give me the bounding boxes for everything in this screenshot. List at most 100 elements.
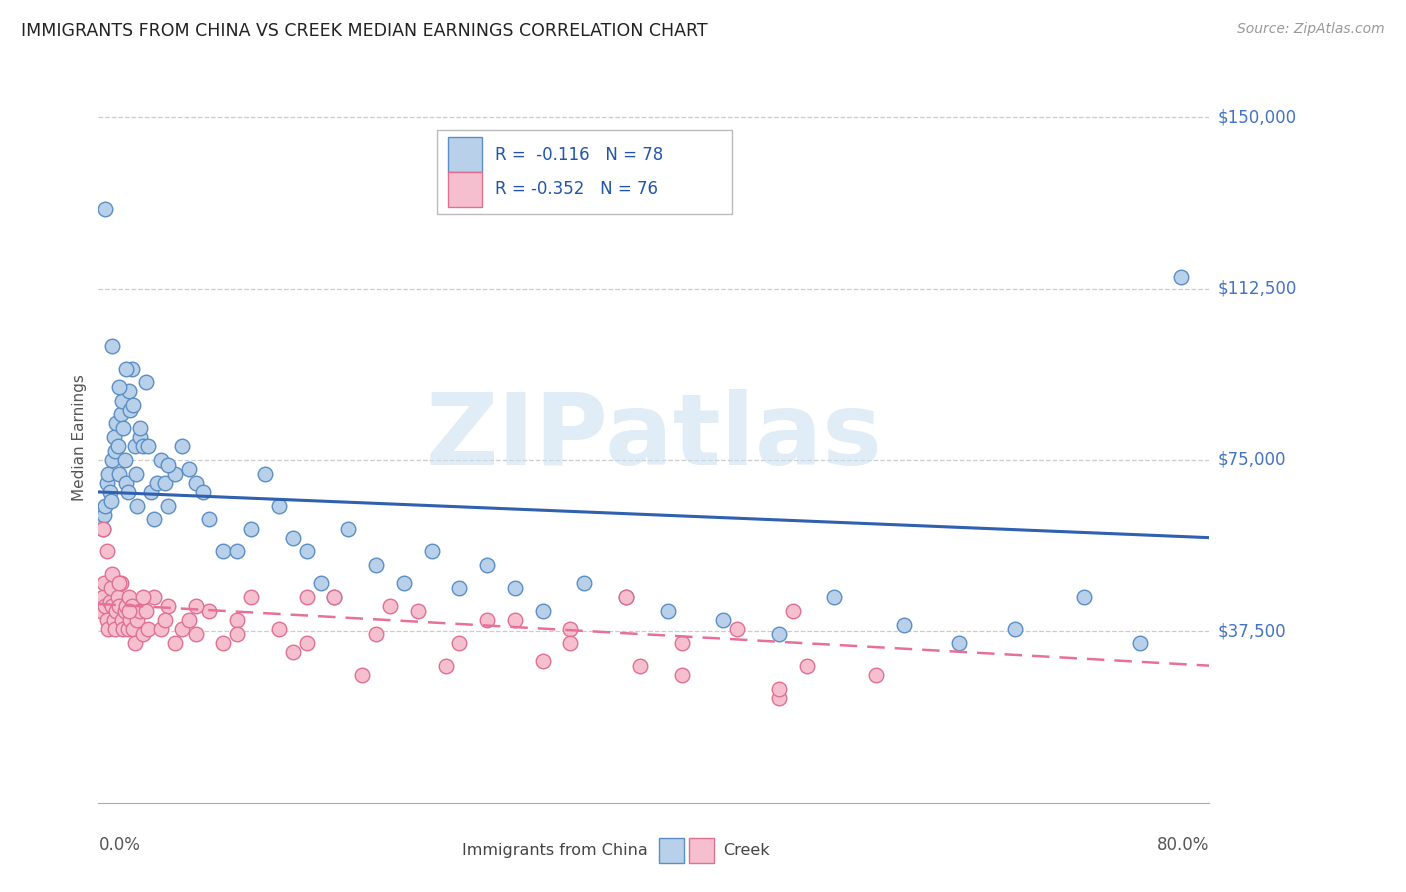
Point: [574, 576, 596, 591]
Point: [125, 467, 148, 481]
Point: [1004, 622, 1026, 636]
Point: [117, 622, 139, 636]
Point: [111, 393, 134, 408]
Point: [198, 604, 221, 618]
Point: [671, 636, 693, 650]
Point: [132, 590, 155, 604]
Point: [823, 590, 845, 604]
Text: R = -0.352   N = 76: R = -0.352 N = 76: [495, 180, 658, 198]
Point: [156, 499, 179, 513]
Point: [614, 590, 637, 604]
Point: [108, 467, 131, 481]
Point: [628, 658, 651, 673]
Point: [156, 458, 179, 472]
Point: [865, 667, 887, 681]
Point: [97, 467, 120, 481]
Point: [127, 613, 149, 627]
Point: [114, 453, 136, 467]
Point: [378, 599, 401, 614]
Point: [101, 599, 124, 614]
Point: [96, 613, 118, 627]
Point: [163, 467, 186, 481]
Point: [149, 622, 172, 636]
Point: [108, 380, 131, 394]
Point: [1170, 270, 1192, 285]
Point: [212, 636, 235, 650]
Point: [392, 576, 415, 591]
Point: [309, 576, 332, 591]
Point: [103, 613, 125, 627]
Point: [281, 645, 304, 659]
Point: [138, 439, 160, 453]
Point: [132, 626, 155, 640]
Point: [108, 599, 131, 614]
Point: [93, 576, 115, 591]
Text: IMMIGRANTS FROM CHINA VS CREEK MEDIAN EARNINGS CORRELATION CHART: IMMIGRANTS FROM CHINA VS CREEK MEDIAN EA…: [21, 22, 707, 40]
Point: [267, 499, 290, 513]
Point: [114, 604, 136, 618]
Point: [475, 558, 499, 573]
Point: [104, 443, 127, 458]
Point: [531, 654, 554, 668]
Point: [240, 521, 263, 535]
Point: [100, 581, 122, 595]
Point: [112, 622, 135, 636]
Point: [91, 521, 114, 535]
Point: [94, 599, 117, 614]
Point: [1073, 590, 1095, 604]
Point: [560, 622, 582, 636]
Point: [117, 484, 139, 499]
Point: [323, 590, 346, 604]
Point: [184, 475, 207, 490]
Point: [177, 462, 200, 476]
Point: [121, 361, 143, 376]
Point: [893, 617, 915, 632]
Point: [141, 484, 163, 499]
Point: [101, 567, 124, 582]
Point: [768, 626, 790, 640]
Point: [226, 613, 249, 627]
Point: [107, 439, 129, 453]
Point: [420, 544, 443, 558]
Point: [100, 494, 122, 508]
Point: [253, 467, 276, 481]
Point: [111, 613, 134, 627]
FancyBboxPatch shape: [437, 130, 731, 214]
Point: [782, 604, 804, 618]
Text: $37,500: $37,500: [1218, 623, 1286, 640]
Point: [94, 202, 117, 216]
Point: [96, 475, 118, 490]
Point: [90, 512, 112, 526]
Point: [434, 658, 457, 673]
Point: [124, 636, 146, 650]
Point: [129, 421, 152, 435]
Point: [323, 590, 346, 604]
Point: [1129, 636, 1152, 650]
Point: [115, 475, 138, 490]
FancyBboxPatch shape: [659, 838, 683, 863]
Point: [96, 544, 118, 558]
Text: ZIPatlas: ZIPatlas: [426, 389, 882, 485]
Point: [101, 453, 124, 467]
Point: [226, 544, 249, 558]
Point: [132, 439, 155, 453]
Point: [366, 626, 388, 640]
Point: [191, 484, 214, 499]
Point: [118, 384, 141, 399]
Point: [153, 613, 176, 627]
Point: [101, 338, 124, 352]
Point: [112, 421, 135, 435]
Point: [120, 402, 142, 417]
Text: $75,000: $75,000: [1218, 451, 1286, 469]
FancyBboxPatch shape: [449, 137, 482, 172]
Text: $112,500: $112,500: [1218, 279, 1296, 298]
Text: Immigrants from China: Immigrants from China: [463, 843, 648, 858]
Text: Source: ZipAtlas.com: Source: ZipAtlas.com: [1237, 22, 1385, 37]
Point: [337, 521, 360, 535]
Point: [449, 636, 471, 650]
Point: [226, 626, 249, 640]
Point: [90, 604, 112, 618]
Point: [143, 512, 166, 526]
Point: [105, 417, 128, 431]
Point: [143, 590, 166, 604]
